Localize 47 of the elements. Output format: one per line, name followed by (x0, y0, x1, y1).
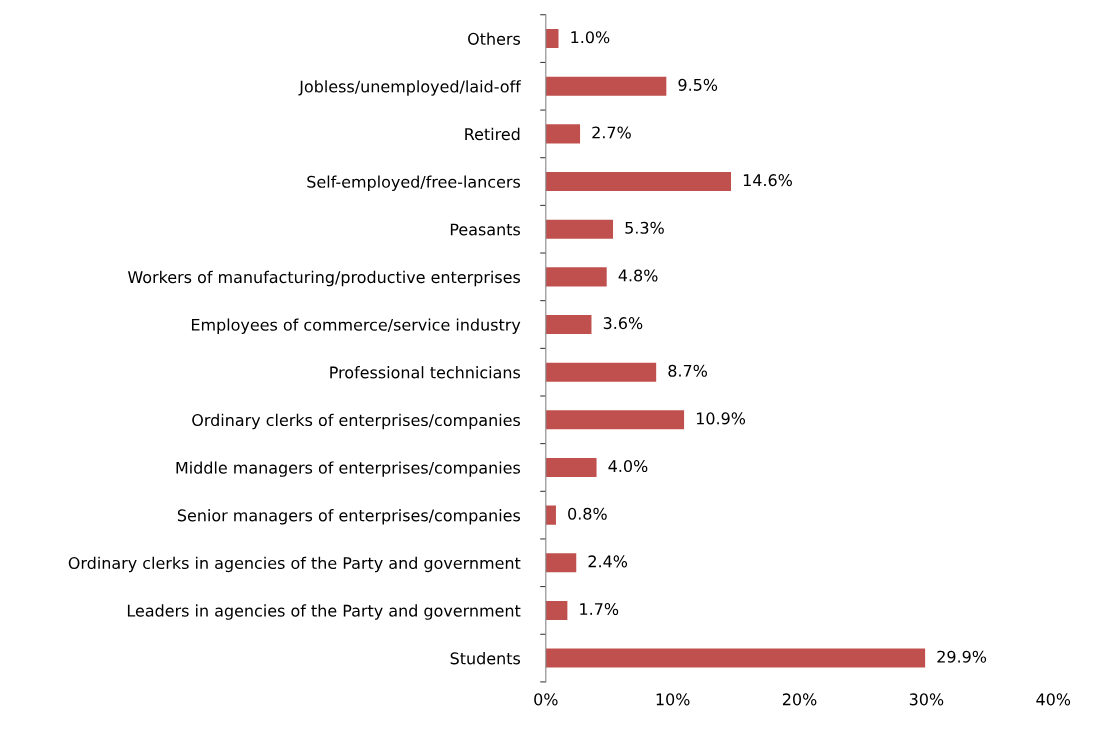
y-tick-label: Self-employed/free-lancers (307, 175, 521, 191)
y-tick-label: Peasants (450, 223, 521, 236)
data-label: 14.6% (743, 174, 792, 187)
bar (545, 172, 732, 192)
x-tick-label: 40% (1036, 693, 1071, 706)
bar (545, 457, 597, 477)
y-tick-label: Students (450, 652, 521, 665)
data-label: 9.5% (678, 78, 718, 91)
bar (545, 648, 926, 668)
y-tick-label: Others (468, 32, 521, 45)
x-tick-label: 10% (656, 693, 690, 706)
y-tick-label: Middle managers of enterprises/companies (176, 461, 521, 477)
bar (545, 314, 592, 335)
y-tick-label: Workers of manufacturing/productive enterprises (127, 270, 521, 287)
bar (545, 76, 667, 96)
y-tick-label: Jobless/unemployed/laid-off (298, 80, 522, 96)
bar (545, 600, 568, 620)
bar (545, 553, 577, 573)
y-tick-label: Ordinary clerks in agencies of the Party and government (68, 556, 521, 573)
y-tick-label: Leaders in agencies of the Party and government (127, 604, 521, 620)
y-tick-label: Employees of commerce/service industry (191, 318, 521, 334)
y-tick-label: Senior managers of enterprises/companies (177, 509, 521, 525)
data-label: 29.9% (937, 650, 987, 663)
x-tick-label: 0% (534, 693, 558, 706)
bar (545, 124, 581, 144)
data-label: 3.6% (603, 317, 643, 330)
bar (545, 267, 607, 287)
bar (545, 362, 657, 382)
data-label: 10.9% (696, 412, 746, 425)
data-label: 5.3% (625, 221, 664, 234)
data-label: 1.0% (571, 31, 610, 44)
data-label: 1.7% (580, 602, 619, 616)
y-tick-label: Professional technicians (330, 366, 521, 379)
bar (545, 29, 559, 49)
data-label: 2.4% (588, 555, 628, 568)
bar (545, 505, 556, 525)
y-tick-label: Ordinary clerks of enterprises/companies (192, 413, 521, 430)
data-label: 2.7% (592, 126, 631, 139)
y-tick-label: Retired (465, 127, 520, 141)
data-label: 4.0% (608, 460, 648, 473)
data-label: 8.7% (668, 364, 707, 377)
data-label: 4.8% (618, 269, 658, 282)
data-label: 0.8% (568, 507, 607, 520)
bar (545, 410, 685, 430)
bar (545, 219, 614, 239)
x-tick-label: 20% (782, 693, 817, 706)
x-tick-label: 30% (909, 693, 944, 706)
